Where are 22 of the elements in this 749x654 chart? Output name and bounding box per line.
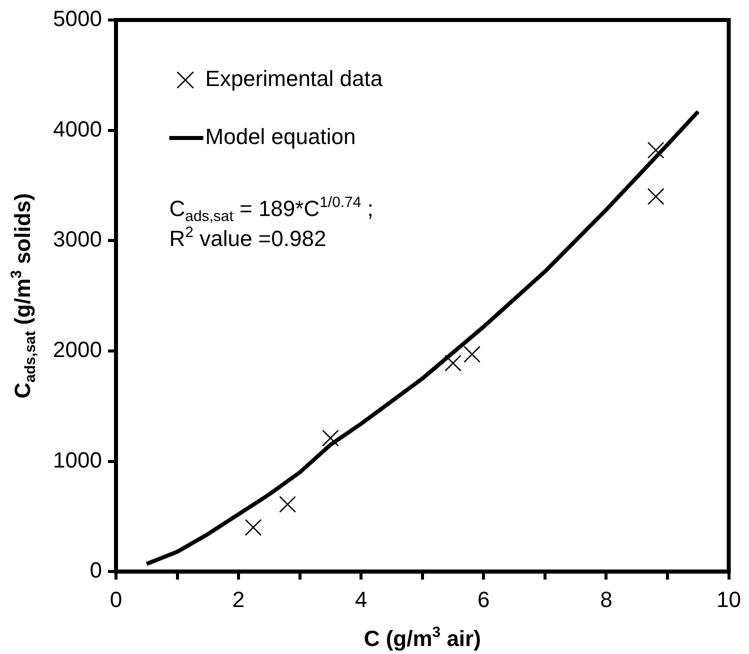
point xyxy=(647,142,664,159)
point xyxy=(647,188,664,205)
x-tick-label: 0 xyxy=(110,586,122,612)
point xyxy=(322,430,339,447)
y-tick-label: 0 xyxy=(90,558,102,583)
x-tick-label: 6 xyxy=(478,586,490,612)
y-tick-label: 4000 xyxy=(53,116,102,142)
point xyxy=(444,354,462,372)
x-tick-label: 2 xyxy=(232,586,245,612)
x-tick-label: 10 xyxy=(716,586,742,612)
y-tick-label: 5000 xyxy=(53,6,102,32)
y-axis-title: Cads,sat (g/m3 solids) xyxy=(8,193,39,398)
legend-label: Experimental data xyxy=(205,66,384,92)
x-tick-label: 8 xyxy=(600,586,612,612)
y-tick-label: 2000 xyxy=(53,337,102,362)
point xyxy=(279,496,296,513)
point xyxy=(464,346,480,363)
x-tick-label: 4 xyxy=(354,586,368,612)
y-tick-label: 1000 xyxy=(53,447,102,472)
point xyxy=(244,519,262,536)
y-tick-label: 3000 xyxy=(53,226,102,252)
legend-label: Model equation xyxy=(205,124,356,150)
